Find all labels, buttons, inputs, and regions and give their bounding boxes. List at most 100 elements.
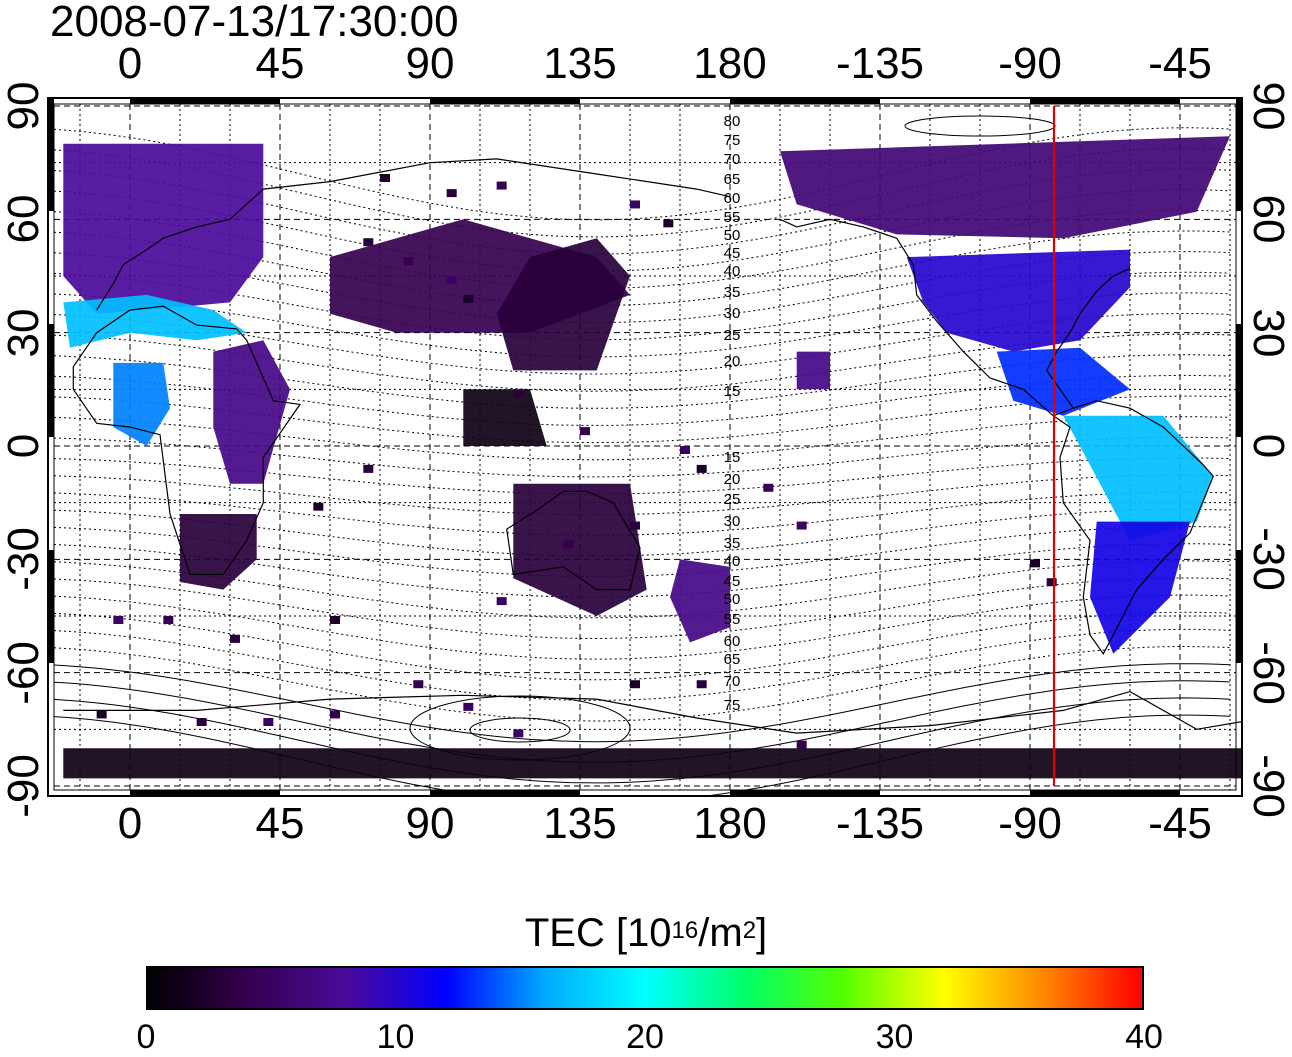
tec-region [1090, 521, 1190, 654]
y-tick-left: -30 [0, 527, 48, 592]
tec-region [496, 238, 630, 371]
coastline [506, 490, 641, 591]
coastline [779, 218, 914, 266]
mlat-contour [53, 230, 1231, 307]
y-tick-right: 90 [1244, 81, 1292, 131]
colorbar-title: TEC [1016/m2] [524, 911, 768, 955]
x-tick-top: 45 [255, 39, 305, 88]
contour-label: 65 [724, 171, 741, 188]
x-tick-top: 0 [117, 39, 143, 88]
frame-segment [130, 98, 280, 104]
tec-cell [630, 521, 640, 530]
tec-cell [496, 597, 507, 606]
contour-label: 20 [724, 471, 741, 488]
x-tick-top: -135 [835, 39, 925, 88]
mlat-contour [53, 168, 1231, 255]
y-tick-right: 60 [1244, 194, 1292, 244]
coastline [72, 305, 302, 575]
x-tick-top: 135 [543, 39, 617, 88]
tec-cell [463, 294, 474, 303]
contour-label: 20 [724, 353, 741, 370]
tec-cell [330, 616, 340, 624]
x-tick-top: -45 [1148, 39, 1212, 88]
colorbar [146, 966, 1144, 1010]
contour-label: 15 [724, 449, 741, 466]
tec-cell [763, 483, 774, 492]
contour-label: 60 [724, 633, 741, 650]
tec-cell [663, 219, 674, 228]
contour-label: 60 [724, 190, 741, 207]
mlat-contour [469, 717, 571, 743]
tec-data-cells [63, 136, 1242, 779]
y-tick-right: -90 [1244, 754, 1292, 818]
mlat-contour [53, 714, 1231, 796]
contour-label: 55 [724, 209, 741, 226]
frame-segment [1236, 324, 1242, 437]
coastline [96, 158, 731, 311]
y-tick-right: 30 [1244, 308, 1292, 358]
tec-cell [630, 680, 640, 689]
tec-cell [230, 634, 240, 643]
tec-region [996, 347, 1130, 416]
tec-cell [696, 680, 707, 689]
coastline [63, 690, 1242, 734]
tec-region [213, 340, 290, 484]
contour-label: 25 [724, 327, 741, 344]
y-tick-left: 90 [0, 81, 48, 131]
contour-label: 15 [724, 383, 741, 400]
contour-label: 35 [724, 284, 741, 301]
tec-map: 8075706560555045403530252015152025303540… [47, 97, 1243, 797]
tec-cell [96, 710, 107, 719]
y-tick-left: 60 [0, 194, 48, 244]
contour-label: 50 [724, 591, 741, 608]
tec-region [63, 294, 247, 348]
coastlines [63, 158, 1242, 734]
x-tick-bottom: 180 [693, 799, 767, 848]
tec-cell [380, 174, 390, 182]
contour-label: 75 [724, 697, 741, 714]
mlat-contour [53, 312, 1231, 375]
contour-label: 70 [724, 151, 741, 168]
tec-cell [113, 616, 124, 624]
contour-label: 80 [724, 113, 741, 130]
frame-segment [430, 790, 580, 796]
tec-cell [163, 616, 174, 624]
x-tick-top: -90 [998, 39, 1062, 88]
frame-segment [48, 98, 54, 211]
tec-cell [1046, 578, 1057, 587]
frame-segment [730, 790, 880, 796]
y-tick-left: 30 [0, 308, 48, 358]
contour-label: 45 [724, 573, 741, 590]
tec-cell [363, 238, 374, 247]
contour-label: 75 [724, 132, 741, 149]
mlat-contour [53, 697, 1231, 784]
frame-segment [1030, 790, 1180, 796]
frame-segment [1030, 98, 1180, 104]
y-tick-left: 0 [0, 433, 48, 459]
coastline [1045, 267, 1131, 409]
frame-segment [48, 324, 54, 437]
tec-cell [630, 200, 640, 209]
tec-cell [696, 464, 707, 473]
y-tick-right: -60 [1244, 640, 1292, 705]
y-tick-left: -90 [0, 754, 48, 818]
frame-segment [48, 550, 54, 663]
contour-label: 40 [724, 553, 741, 570]
tec-cell [413, 680, 424, 689]
x-tick-bottom: 45 [255, 799, 305, 848]
y-tick-left: -60 [0, 640, 48, 705]
tec-cell [680, 446, 690, 454]
contour-label: 35 [724, 535, 741, 552]
frame-segment [730, 98, 880, 104]
timestamp-title: 2008-07-13/17:30:00 [50, 0, 459, 46]
tec-cell [363, 464, 374, 473]
tec-cell [446, 189, 457, 198]
frame-segment [430, 98, 580, 104]
x-tick-top: 180 [693, 39, 767, 88]
tec-region [63, 748, 1242, 779]
contour-label: 30 [724, 305, 741, 322]
x-tick-bottom: -135 [835, 799, 925, 848]
tec-region [780, 136, 1230, 239]
mlat-contour [53, 491, 1231, 536]
tec-cell [796, 521, 807, 530]
